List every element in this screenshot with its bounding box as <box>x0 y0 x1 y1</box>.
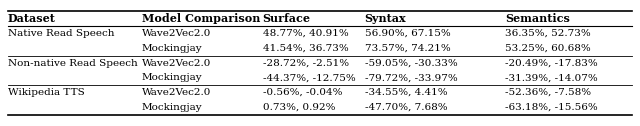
Text: -34.55%, 4.41%: -34.55%, 4.41% <box>365 88 447 97</box>
Text: Dataset: Dataset <box>8 13 56 24</box>
Text: Mockingjay: Mockingjay <box>141 44 202 53</box>
Text: 36.35%, 52.73%: 36.35%, 52.73% <box>505 29 591 38</box>
Text: Semantics: Semantics <box>505 13 570 24</box>
Text: -20.49%, -17.83%: -20.49%, -17.83% <box>505 58 598 68</box>
Text: 41.54%, 36.73%: 41.54%, 36.73% <box>262 44 348 53</box>
Text: Wikipedia TTS: Wikipedia TTS <box>8 88 84 97</box>
Text: -28.72%, -2.51%: -28.72%, -2.51% <box>262 58 349 68</box>
Text: Wave2Vec2.0: Wave2Vec2.0 <box>141 29 211 38</box>
Text: Surface: Surface <box>262 13 310 24</box>
Text: Wave2Vec2.0: Wave2Vec2.0 <box>141 58 211 68</box>
Text: 0.73%, 0.92%: 0.73%, 0.92% <box>262 103 335 112</box>
Text: -63.18%, -15.56%: -63.18%, -15.56% <box>505 103 598 112</box>
Text: Mockingjay: Mockingjay <box>141 103 202 112</box>
Text: -79.72%, -33.97%: -79.72%, -33.97% <box>365 73 458 82</box>
Text: Mockingjay: Mockingjay <box>141 73 202 82</box>
Text: 53.25%, 60.68%: 53.25%, 60.68% <box>505 44 591 53</box>
Text: Non-native Read Speech: Non-native Read Speech <box>8 58 138 68</box>
Text: 48.77%, 40.91%: 48.77%, 40.91% <box>262 29 348 38</box>
Text: -0.56%, -0.04%: -0.56%, -0.04% <box>262 88 342 97</box>
Text: -59.05%, -30.33%: -59.05%, -30.33% <box>365 58 458 68</box>
Text: 73.57%, 74.21%: 73.57%, 74.21% <box>365 44 451 53</box>
Text: -31.39%, -14.07%: -31.39%, -14.07% <box>505 73 598 82</box>
Text: Wave2Vec2.0: Wave2Vec2.0 <box>141 88 211 97</box>
Text: 56.90%, 67.15%: 56.90%, 67.15% <box>365 29 451 38</box>
Text: Native Read Speech: Native Read Speech <box>8 29 115 38</box>
Text: -44.37%, -12.75%: -44.37%, -12.75% <box>262 73 355 82</box>
Text: Model Comparison: Model Comparison <box>141 13 260 24</box>
Text: -47.70%, 7.68%: -47.70%, 7.68% <box>365 103 447 112</box>
Text: Syntax: Syntax <box>365 13 406 24</box>
Text: -52.36%, -7.58%: -52.36%, -7.58% <box>505 88 591 97</box>
